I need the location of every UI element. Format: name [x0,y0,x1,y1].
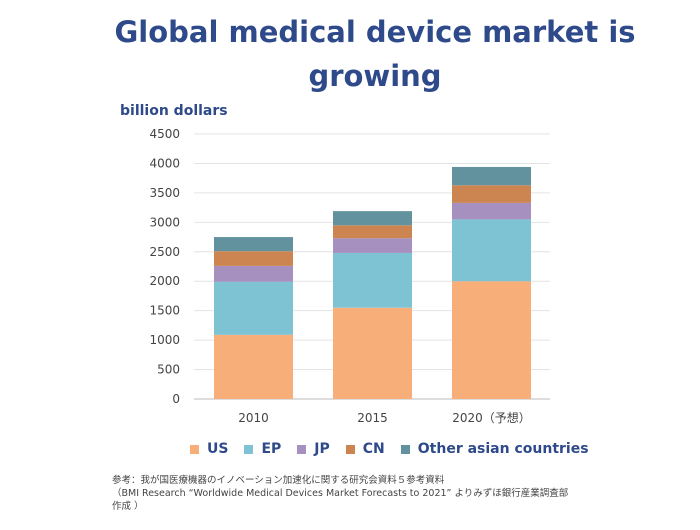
legend-label: EP [261,441,282,457]
y-tick-label: 3000 [149,215,180,229]
note-line: （BMI Research “Worldwide Medical Devices… [112,488,569,499]
legend-label: CN [362,441,385,457]
y-tick-label: 4500 [149,127,180,141]
bar-segment-cn [333,225,412,239]
y-tick-label: 1000 [149,333,180,347]
bar-segment-us [452,281,531,399]
y-axis-label: billion dollars [120,103,228,119]
source-note: 参考：我が国医療機器のイノベーション加速化に関する研究会資料５参考資料 （BMI… [112,474,592,513]
x-tick-label: 2020（予想） [452,410,531,425]
legend-item: Other asian countries [400,441,589,457]
y-tick-label: 4000 [149,156,180,170]
legend-label: JP [314,441,330,457]
legend-label: US [207,441,229,457]
bar-segment-cn [452,185,531,203]
note-line: 作成 ） [112,501,144,512]
bar-segment-other-asian-countries [452,166,531,186]
legend-item: JP [297,441,330,457]
legend-swatch [190,444,199,454]
legend-swatch [244,444,254,454]
bar-segment-us [333,307,412,399]
x-tick-label: 2015 [357,411,388,425]
legend-item: EP [244,441,281,457]
legend: US EP JP CN Other asian countries [190,441,589,457]
y-tick-label: 0 [172,392,180,406]
bar-segment-ep [333,252,412,308]
bar-segment-other-asian-countries [214,237,293,252]
legend-item: CN [345,441,385,457]
x-tick-label: 2010 [238,411,269,425]
y-tick-label: 3500 [149,186,180,200]
legend-swatch [297,444,307,454]
y-tick-label: 1500 [149,304,180,318]
legend-swatch [345,444,355,454]
bar-segment-cn [214,251,293,266]
bar-segment-jp [333,238,412,253]
chart-title: Global medical device market is growing [114,15,636,93]
y-tick-label: 2000 [149,274,180,288]
y-tick-label: 500 [157,363,180,377]
legend-item: US [190,441,228,457]
y-tick-label: 2500 [149,245,180,259]
bar-segment-jp [214,265,293,282]
bar-segment-us [214,334,293,399]
bar-segment-ep [452,219,531,282]
legend-swatch [400,444,410,454]
note-line: 参考：我が国医療機器のイノベーション加速化に関する研究会資料５参考資料 [112,475,445,486]
bar-segment-jp [452,202,531,220]
bar-segment-ep [214,281,293,335]
legend-label: Other asian countries [417,441,589,457]
bar-segment-other-asian-countries [333,211,412,226]
